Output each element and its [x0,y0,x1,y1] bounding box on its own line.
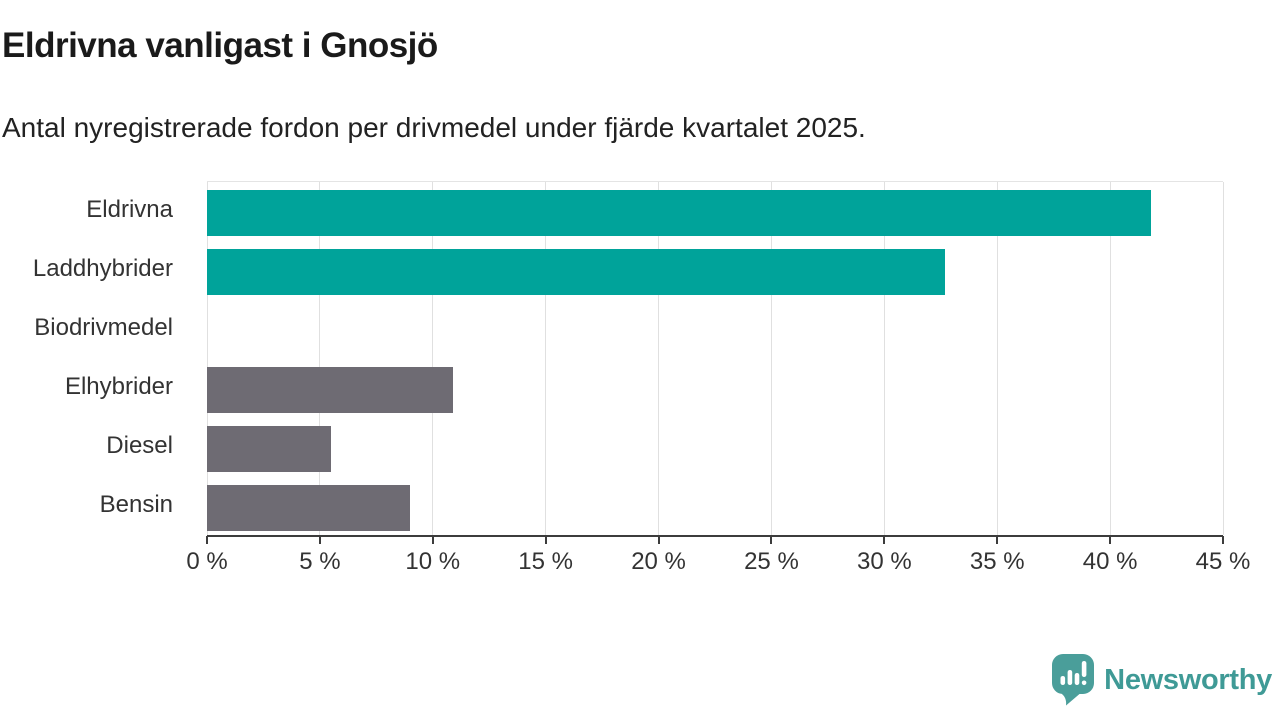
chart-subtitle: Antal nyregistrerade fordon per drivmede… [2,112,866,143]
newsworthy-logo: Newsworthy [1052,654,1272,706]
gridline-20 [658,182,660,535]
x-tick-mark-5 [318,536,321,544]
x-tick-label-5: 5 % [299,548,341,575]
x-tick-label-35: 35 % [969,548,1025,575]
category-label-biodrivmedel: Biodrivmedel [34,314,173,342]
x-axis: 0 % 5 % 10 % 15 % 20 % 25 % 30 % 35 % 40 % 45 % [186,536,1250,586]
category-axis-labels: Eldrivna Laddhybrider Biodrivmedel Elhybrid… [0,181,190,534]
category-label-diesel: Diesel [106,431,173,459]
category-label-elhybrider: Elhybrider [64,372,173,400]
newsworthy-logo-text: Newsworthy [1104,663,1272,696]
x-tick-label-10: 10 % [405,548,461,575]
x-tick-mark-0 [206,536,208,544]
x-tick-mark-25 [770,536,773,544]
bar-laddhybrider [207,249,946,296]
gridline-0 [206,182,208,535]
bar-bensin [207,484,411,531]
x-tick-label-30: 30 % [856,548,912,575]
x-tick-label-25: 25 % [744,548,799,575]
x-tick-mark-30 [883,536,886,544]
x-tick-mark-45 [1222,536,1224,544]
category-label-laddhybrider: Laddhybrider [32,255,173,283]
gridline-5 [319,182,321,535]
x-tick-mark-40 [1109,536,1112,544]
category-label-bensin: Bensin [99,490,173,518]
gridline-15 [545,182,547,535]
logo-bars-exclamation [1060,661,1087,686]
bar-diesel [207,425,332,472]
chart-title: Eldrivna vanligast i Gnosjö [2,26,438,65]
gridline-30 [883,182,885,535]
x-tick-label-0: 0 % [186,548,228,575]
x-tick-label-40: 40 % [1082,548,1138,575]
category-label-eldrivna: Eldrivna [86,196,173,224]
x-tick-mark-10 [431,536,434,544]
bar-elhybrider [207,366,454,413]
newsworthy-logo-icon [1052,654,1095,706]
x-tick-label-45: 45 % [1195,548,1251,575]
gridline-35 [996,182,998,535]
x-tick-mark-20 [657,536,660,544]
x-tick-mark-15 [544,536,547,544]
gridline-25 [770,182,772,535]
x-tick-label-20: 20 % [631,548,686,575]
bar-eldrivna [207,190,1151,237]
x-tick-label-15: 15 % [518,548,574,575]
x-tick-mark-35 [996,536,999,544]
gridline-45 [1222,182,1224,535]
gridline-40 [1109,182,1111,535]
gridline-10 [432,182,434,535]
plot-area [206,181,1224,537]
